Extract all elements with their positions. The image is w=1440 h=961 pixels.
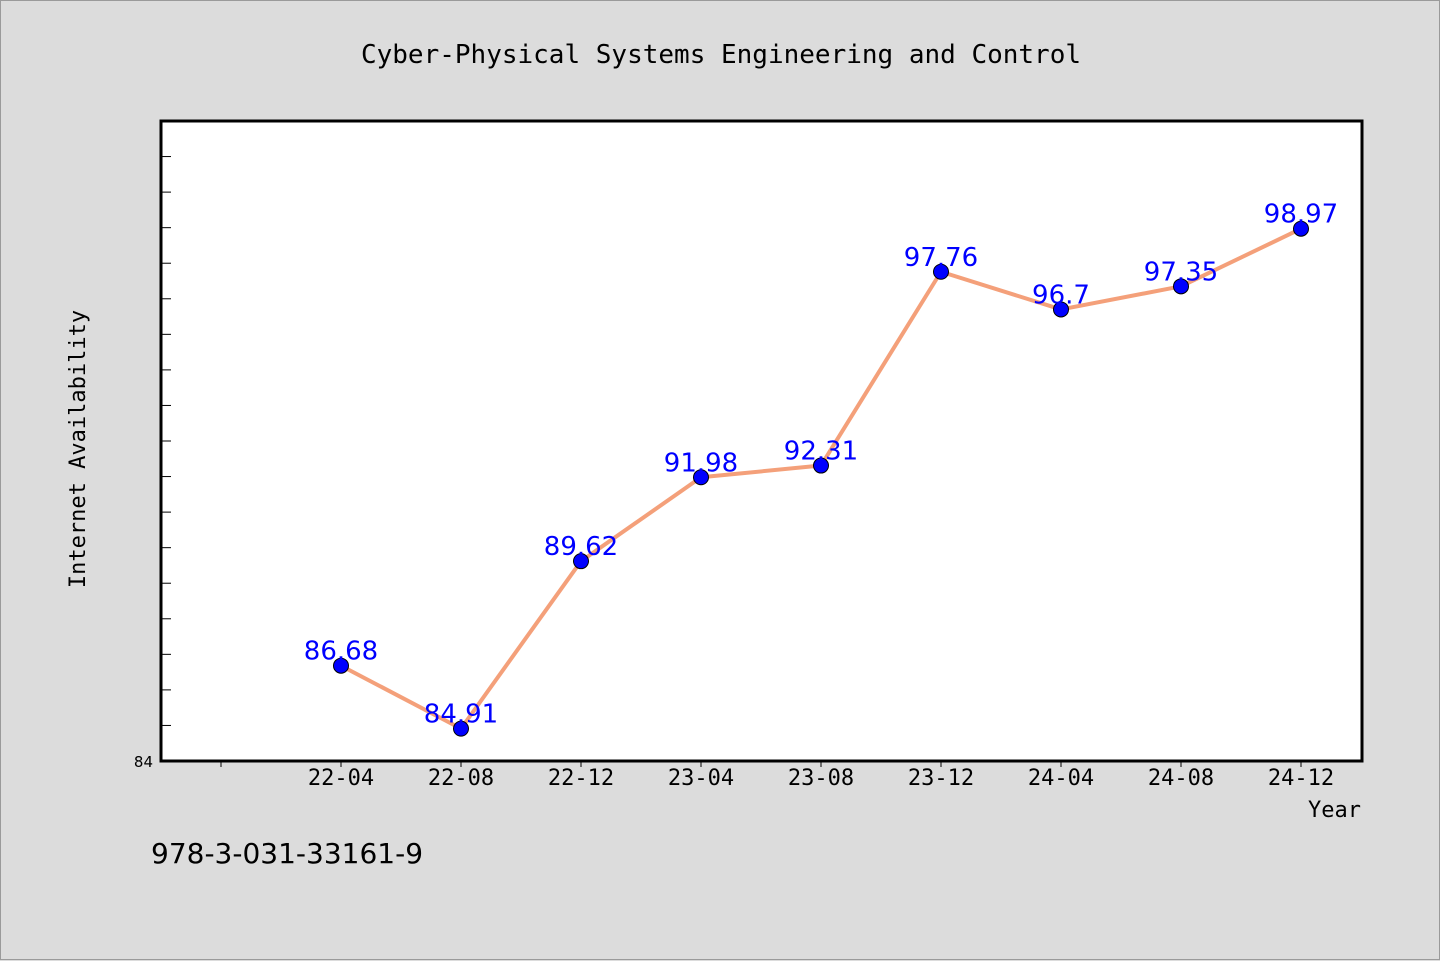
data-label: 84.91 xyxy=(424,700,498,730)
data-point xyxy=(933,263,949,280)
data-point xyxy=(573,553,589,570)
y-tick-label: 84 xyxy=(134,753,153,771)
data-point xyxy=(453,720,469,737)
isbn-text: 978-3-031-33161-9 xyxy=(151,837,423,870)
x-tick-label: 22-12 xyxy=(548,766,614,791)
x-tick-label: 23-12 xyxy=(908,766,974,791)
data-point xyxy=(693,469,709,486)
data-label: 92.31 xyxy=(784,437,858,467)
data-point xyxy=(1293,220,1309,237)
x-tick-label: 24-08 xyxy=(1148,766,1214,791)
x-tick-label: 23-08 xyxy=(788,766,854,791)
data-label: 89.62 xyxy=(544,532,618,562)
data-label: 98.97 xyxy=(1264,200,1338,230)
data-label: 96.7 xyxy=(1032,280,1090,310)
x-tick-label: 24-04 xyxy=(1028,766,1094,791)
x-axis-ticks xyxy=(220,761,1302,767)
x-tick-label: 23-04 xyxy=(668,766,734,791)
x-tick-label: 24-12 xyxy=(1268,766,1334,791)
x-tick-label: 22-08 xyxy=(428,766,494,791)
y-axis-ticks xyxy=(161,156,171,726)
data-point xyxy=(1053,301,1069,318)
data-point xyxy=(813,457,829,474)
data-point xyxy=(333,657,349,674)
data-label: 91.98 xyxy=(664,448,738,478)
x-axis-tick-labels: 22-04 22-08 22-12 23-04 23-08 23-12 24-04 24-08… xyxy=(308,766,1334,791)
series-points-group xyxy=(333,220,1309,737)
data-labels-group: 86.68 84.91 89.62 91.98 92.31 97.76 96.7 97.35 9… xyxy=(304,200,1338,730)
data-label: 97.35 xyxy=(1144,257,1218,287)
data-point xyxy=(1173,278,1189,295)
y-axis-label: Internet Availability xyxy=(66,310,91,588)
x-axis-label: Year xyxy=(1308,798,1361,823)
chart-title: Cyber-Physical Systems Engineering and C… xyxy=(361,40,1081,70)
data-label: 86.68 xyxy=(304,637,378,667)
plot-area xyxy=(159,119,1364,763)
x-tick-label: 22-04 xyxy=(308,766,374,791)
data-label: 97.76 xyxy=(904,243,978,273)
